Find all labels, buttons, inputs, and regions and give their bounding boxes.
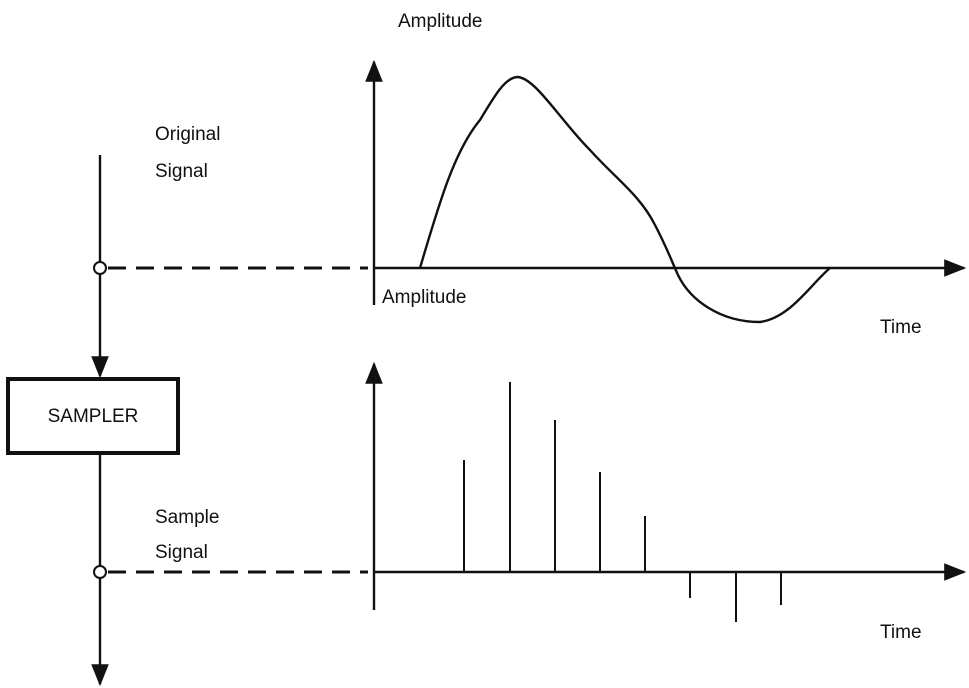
sample-label-line: Sample [155, 507, 219, 528]
tap-point [93, 261, 107, 275]
tap-point [93, 565, 107, 579]
original-signal-curve [418, 75, 831, 324]
bottom-x-label: Time [880, 622, 922, 643]
bottom-y-label: Amplitude [382, 287, 467, 308]
original-label-line: Signal [155, 161, 208, 182]
top-y-label: Amplitude [398, 11, 483, 32]
sample-label-line: Signal [155, 542, 208, 563]
sample-stems [463, 382, 782, 622]
top-x-label: Time [880, 317, 922, 338]
sampler-box [6, 377, 180, 455]
sampler-label: SAMPLER [48, 406, 139, 427]
original-label-line: Original [155, 124, 220, 145]
